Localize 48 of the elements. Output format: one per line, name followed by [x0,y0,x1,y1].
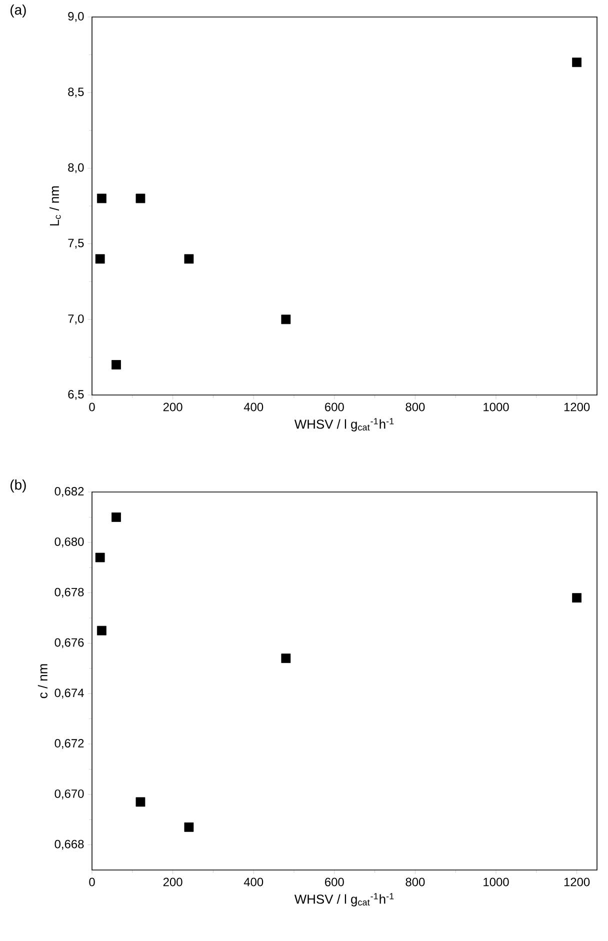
x-axis-title: WHSV / l g$_{cat}$$^{-1}$h$^{-1}$ [294,893,394,906]
y-tick-label: 0,682 [54,487,84,497]
x-tick-label: 1200 [564,878,590,886]
y-axis-title: L$_{c}$ / nm [49,186,61,226]
y-tick-label: 7,0 [68,314,84,324]
x-tick-label: 800 [406,878,425,886]
point [184,254,194,264]
x-tick-label: 1200 [564,402,590,412]
chart-title: (b) [10,480,26,493]
x-tick-label: 600 [325,402,344,412]
y-tick-label: 6,5 [68,390,84,400]
x-tick-label: 600 [325,878,344,886]
y-tick-label: 0,668 [54,840,84,850]
x-tick-label: 200 [163,878,182,886]
point [572,58,582,68]
point [95,552,105,562]
x-tick-label: 0 [89,402,95,412]
x-tick-label: 1000 [484,878,509,886]
x-tick-label: 1000 [484,402,509,412]
point [572,593,582,603]
y-tick-label: 7,5 [68,238,84,249]
point [136,194,146,204]
point [136,797,146,807]
y-tick-label: 0,680 [54,537,84,548]
x-tick-label: 400 [244,878,264,886]
point [281,654,291,664]
point [281,314,291,324]
y-tick-label: 8,0 [68,163,84,174]
chart-title: (a) [10,4,26,18]
y-tick-label: 0,678 [54,588,84,598]
point [112,360,121,370]
x-tick-label: 800 [406,402,425,412]
y-tick-label: 0,672 [54,739,84,749]
point [112,512,121,522]
point [184,822,194,832]
x-tick-label: 0 [89,878,95,886]
point [96,194,106,204]
y-axis-title: c / nm [38,664,48,698]
y-tick-label: 9,0 [68,12,84,22]
point [96,626,106,636]
y-tick-label: 0,676 [54,638,84,648]
y-tick-label: 0,670 [54,789,84,800]
x-axis-title: WHSV / l g$_{cat}$$^{-1}$h$^{-1}$ [294,418,394,432]
y-tick-label: 8,5 [68,88,84,98]
point [95,254,105,264]
x-tick-label: 400 [244,402,264,412]
y-tick-label: 0,674 [54,688,84,699]
x-tick-label: 200 [163,402,182,412]
